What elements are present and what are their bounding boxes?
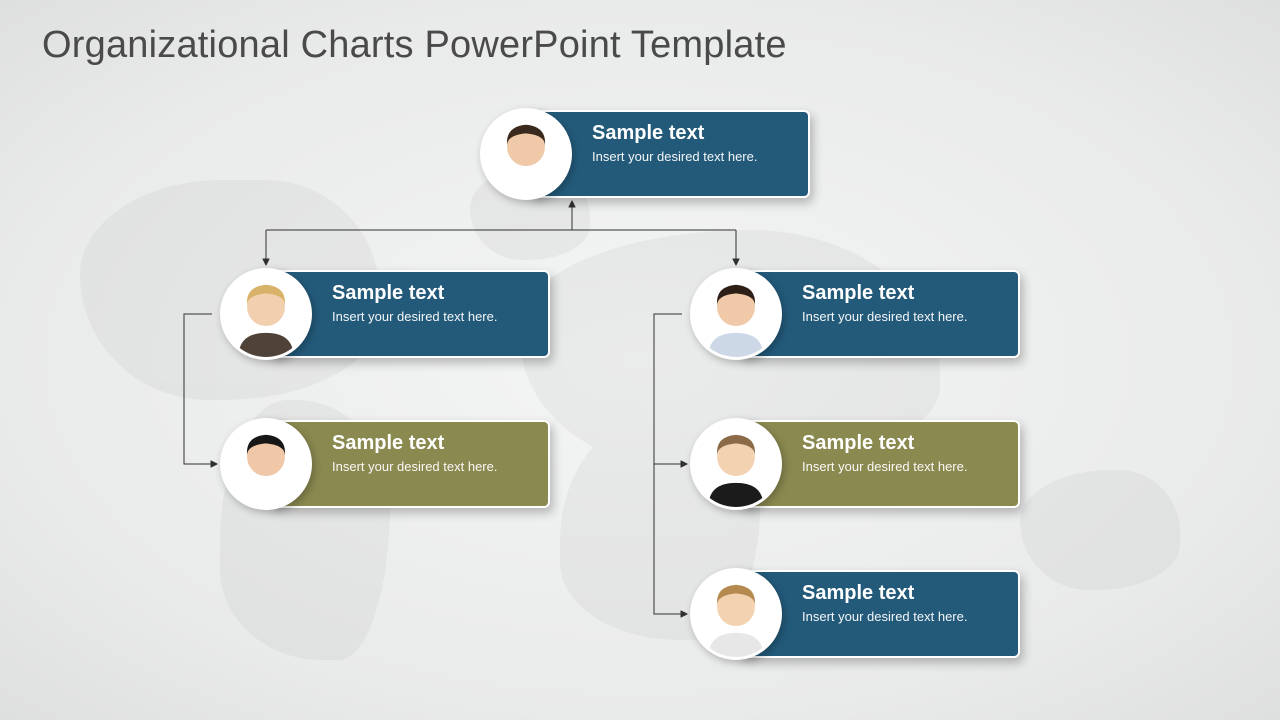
org-card-title: Sample text: [802, 282, 1000, 305]
org-card: Sample text Insert your desired text here…: [530, 110, 810, 198]
org-avatar: [220, 418, 312, 510]
org-card: Sample text Insert your desired text here…: [740, 270, 1020, 358]
org-card: Sample text Insert your desired text here…: [270, 420, 550, 508]
org-card-title: Sample text: [592, 122, 790, 145]
org-card: Sample text Insert your desired text here…: [740, 420, 1020, 508]
org-card-title: Sample text: [802, 432, 1000, 455]
org-avatar: [220, 268, 312, 360]
org-avatar: [690, 268, 782, 360]
person-icon: [693, 271, 779, 357]
org-avatar: [690, 418, 782, 510]
person-icon: [223, 271, 309, 357]
org-card-desc: Insert your desired text here.: [332, 459, 530, 476]
person-icon: [693, 571, 779, 657]
person-icon: [223, 421, 309, 507]
org-avatar: [690, 568, 782, 660]
org-card-title: Sample text: [802, 582, 1000, 605]
org-card-desc: Insert your desired text here.: [802, 609, 1000, 626]
org-chart-canvas: Sample text Insert your desired text here…: [0, 0, 1280, 720]
person-icon: [483, 111, 569, 197]
org-card: Sample text Insert your desired text here…: [740, 570, 1020, 658]
org-card-desc: Insert your desired text here.: [592, 149, 790, 166]
org-avatar: [480, 108, 572, 200]
org-card-desc: Insert your desired text here.: [332, 309, 530, 326]
org-card-desc: Insert your desired text here.: [802, 459, 1000, 476]
org-card-desc: Insert your desired text here.: [802, 309, 1000, 326]
org-card-title: Sample text: [332, 432, 530, 455]
org-card-title: Sample text: [332, 282, 530, 305]
person-icon: [693, 421, 779, 507]
org-card: Sample text Insert your desired text here…: [270, 270, 550, 358]
